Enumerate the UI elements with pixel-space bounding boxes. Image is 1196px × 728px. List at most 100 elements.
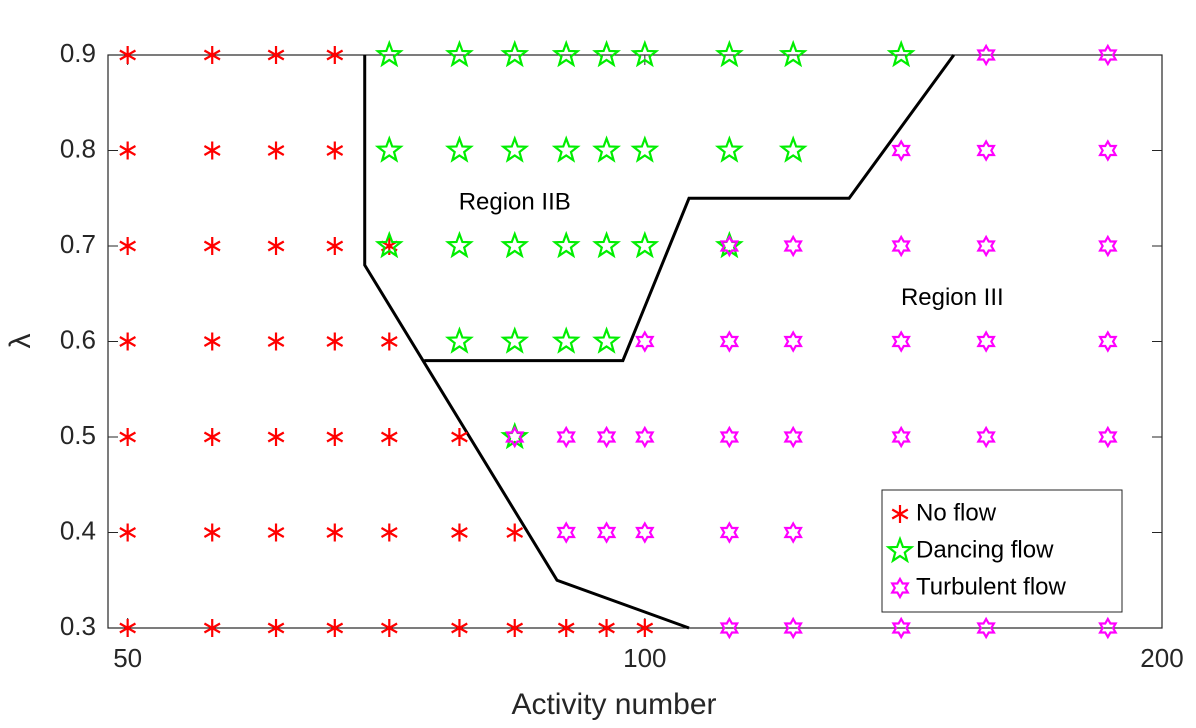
data-point [1098, 234, 1118, 258]
data-point [635, 330, 655, 353]
data-point [714, 39, 744, 68]
data-point [592, 230, 621, 259]
data-point [326, 237, 344, 255]
data-point [506, 523, 524, 542]
data-point [886, 39, 916, 68]
x-tick-label: 100 [623, 643, 666, 673]
y-tick-label: 0.4 [60, 515, 96, 545]
legend-label: No flow [916, 499, 997, 526]
legend-label: Dancing flow [916, 536, 1054, 563]
data-point [445, 39, 474, 68]
data-point [119, 141, 137, 160]
data-point [783, 425, 803, 449]
data-point [500, 326, 530, 354]
data-point [557, 619, 575, 637]
data-point [326, 332, 344, 351]
data-point [719, 616, 740, 640]
data-point [719, 330, 740, 353]
data-point [380, 332, 398, 351]
data-point [267, 332, 285, 351]
boundary-line [363, 55, 690, 630]
data-point [451, 428, 468, 446]
data-point [551, 135, 581, 163]
data-point [556, 521, 576, 544]
data-point [783, 234, 803, 258]
data-point [374, 39, 404, 68]
data-point [1098, 616, 1118, 640]
x-tick-label: 200 [1140, 643, 1183, 673]
data-point [500, 135, 530, 163]
data-point [1098, 139, 1118, 162]
data-point [635, 425, 655, 449]
data-point [267, 237, 285, 255]
data-point [976, 139, 996, 162]
data-point [592, 326, 621, 354]
y-tick-label: 0.9 [60, 38, 96, 68]
boundary-line [424, 54, 956, 363]
data-point [451, 619, 468, 637]
data-point [635, 521, 655, 544]
data-point [505, 425, 525, 449]
data-point [556, 425, 576, 449]
data-point [551, 230, 581, 259]
data-point [326, 46, 344, 64]
data-point [326, 428, 344, 446]
data-point [592, 39, 621, 68]
data-point [119, 428, 137, 446]
data-point [500, 230, 530, 259]
data-point [891, 425, 911, 449]
x-axis-label: Activity number [511, 688, 716, 721]
y-tick-label: 0.6 [60, 324, 96, 354]
data-point [891, 616, 911, 640]
legend-marker [891, 505, 909, 523]
data-point [203, 619, 221, 637]
data-point [778, 39, 808, 68]
data-point [1098, 330, 1118, 353]
y-tick-label: 0.7 [60, 229, 96, 259]
data-point [326, 523, 344, 542]
data-point [119, 332, 137, 351]
y-tick-label: 0.8 [60, 133, 96, 163]
data-point [445, 326, 474, 354]
data-point [719, 425, 740, 449]
annotation: Region IIB [459, 188, 571, 215]
legend-marker [885, 535, 915, 564]
y-tick-label: 0.5 [60, 420, 96, 450]
data-point [451, 523, 468, 542]
data-point [203, 428, 221, 446]
data-point [267, 141, 285, 160]
data-point [630, 135, 660, 163]
data-point [719, 234, 740, 258]
data-point [203, 523, 221, 542]
data-point [783, 521, 803, 544]
data-point [445, 135, 474, 163]
data-point [596, 521, 617, 544]
data-point [976, 234, 996, 258]
legend-marker [890, 576, 910, 600]
data-point [119, 46, 137, 64]
data-point [778, 135, 808, 163]
data-point [719, 521, 740, 544]
data-point [714, 135, 744, 163]
y-tick-label: 0.3 [60, 611, 96, 641]
data-point [1098, 425, 1118, 449]
data-point [1098, 43, 1118, 67]
data-point [598, 619, 615, 637]
data-point [630, 230, 660, 259]
data-point [203, 46, 221, 64]
data-point [119, 619, 137, 637]
data-point [326, 619, 344, 637]
data-point [380, 428, 398, 446]
data-point [267, 619, 285, 637]
data-point [380, 619, 398, 637]
data-point [445, 230, 474, 259]
data-point [506, 619, 524, 637]
data-point [891, 139, 911, 162]
data-point [374, 230, 404, 259]
data-point [203, 237, 221, 255]
legend-label: Turbulent flow [916, 573, 1067, 600]
x-tick-label: 50 [113, 643, 142, 673]
data-point [636, 619, 654, 637]
data-point [551, 326, 581, 354]
data-point [891, 330, 911, 353]
